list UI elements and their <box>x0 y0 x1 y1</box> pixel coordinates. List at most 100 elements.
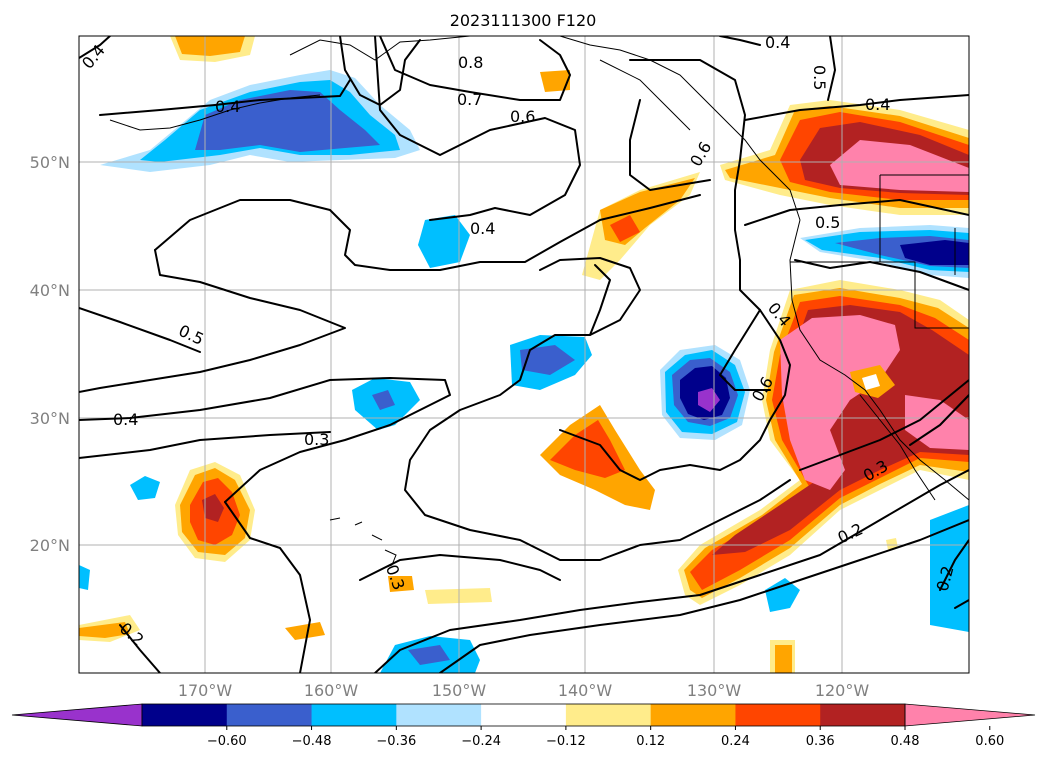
contour-label: 0.4 <box>470 219 495 238</box>
negative-anomaly-region <box>408 645 450 665</box>
coastlines <box>109 36 969 569</box>
lon-tick-label: 130°W <box>687 681 742 700</box>
contour-line <box>799 379 969 471</box>
contour-line <box>559 59 791 481</box>
negative-anomaly-region <box>930 505 969 632</box>
positive-anomaly-region <box>886 538 898 550</box>
contour-line <box>744 199 969 226</box>
baja-coast <box>859 394 936 501</box>
negative-anomaly-region <box>765 578 800 612</box>
positive-anomaly-region <box>905 395 969 450</box>
lon-tick-label: 150°W <box>432 681 487 700</box>
positive-anomaly-region <box>550 420 625 478</box>
positive-anomaly-region <box>175 36 245 56</box>
map-frame <box>78 35 970 674</box>
contour-label: 0.4 <box>113 410 138 429</box>
contour-line <box>374 469 969 673</box>
colorbar-segment <box>226 704 313 726</box>
lat-tick-label: 50°N <box>30 153 70 172</box>
hawaii-islands <box>329 517 397 569</box>
negative-anomaly-region <box>195 90 380 152</box>
contour-line <box>589 264 611 336</box>
lat-tick-label: 30°N <box>30 409 70 428</box>
contour-line <box>939 539 969 591</box>
colorbar-segment <box>735 704 821 726</box>
contour-label: 0.4 <box>765 33 790 52</box>
colorbar-segment <box>820 704 906 726</box>
contour-line <box>119 624 161 673</box>
contour-label: 0.8 <box>458 53 483 72</box>
contour-line <box>794 259 969 291</box>
contour-line <box>719 36 761 46</box>
colorbar-segment <box>396 704 482 726</box>
contour-line <box>379 36 571 101</box>
contour-line <box>374 36 581 221</box>
lon-tick-label: 140°W <box>558 681 613 700</box>
colorbar-tick-label: −0.12 <box>546 734 586 749</box>
contour-line <box>404 257 791 561</box>
negative-anomaly-region <box>900 240 969 265</box>
contour-line <box>359 554 561 581</box>
latitude-labels: 50°N 40°N 30°N 20°N <box>30 153 70 555</box>
colorbar-tick-label: 0.48 <box>891 734 920 749</box>
contour-line <box>79 307 201 353</box>
lat-tick-label: 40°N <box>30 281 70 300</box>
contour-line <box>79 377 451 503</box>
colorbar-tick-label: 0.36 <box>806 734 835 749</box>
lon-tick-label: 170°W <box>178 681 233 700</box>
positive-anomaly-region <box>780 315 900 490</box>
contour-label: 0.7 <box>457 90 482 109</box>
contour-label: 0.4 <box>215 97 240 116</box>
negative-anomaly-region <box>372 390 395 410</box>
positive-anomaly-region <box>830 140 969 192</box>
negative-anomaly-region <box>520 345 575 375</box>
contour-line <box>954 599 969 609</box>
us-west-coastline <box>789 219 969 501</box>
contour-label: 0.5 <box>815 213 840 232</box>
positive-anomaly-region <box>388 576 414 592</box>
colorbar-segment <box>481 704 567 726</box>
contour-label: 0.6 <box>510 107 535 126</box>
colorbar-max-extension <box>904 703 1036 727</box>
contour-line <box>79 249 346 393</box>
contour-line <box>439 519 969 673</box>
lon-tick-label: 120°W <box>815 681 870 700</box>
colorbar-min-extension <box>11 703 143 727</box>
positive-anomaly-region <box>712 305 969 555</box>
colorbar-tick-label: −0.48 <box>292 734 332 749</box>
colorbar-tick-label: 0.24 <box>721 734 750 749</box>
positive-anomaly-region <box>540 70 570 92</box>
alaska-coastline <box>289 36 801 221</box>
contour-line <box>744 94 969 121</box>
contour-line <box>154 194 701 271</box>
colorbar-tick-label: 0.60 <box>975 734 1004 749</box>
positive-anomaly-region <box>79 622 130 638</box>
contour-line <box>79 36 111 59</box>
colorbar: −0.60 −0.48 −0.36 −0.24 −0.12 0.12 0.24 0.36 0.4… <box>11 703 1036 749</box>
colorbar-segment <box>142 704 228 726</box>
colorbar-tick-label: −0.36 <box>376 734 416 749</box>
colorbar-segment <box>650 704 736 726</box>
positive-anomaly-region <box>285 622 325 640</box>
contour-lines <box>79 36 969 673</box>
contour-line <box>719 309 771 391</box>
lat-tick-label: 20°N <box>30 536 70 555</box>
negative-anomaly-region <box>418 215 470 268</box>
contour-label: 0.3 <box>304 430 329 449</box>
colorbar-tick-label: −0.24 <box>461 734 501 749</box>
contour-line <box>629 99 711 191</box>
negative-anomaly-region <box>130 476 160 500</box>
map-title: 2023111300 F120 <box>450 11 597 30</box>
colorbar-outline <box>141 703 906 727</box>
positive-anomaly-region <box>862 374 880 390</box>
contour-line <box>99 79 351 116</box>
positive-anomaly-region <box>775 645 792 673</box>
contour-label: 0.5 <box>810 65 829 90</box>
positive-anomaly-region <box>610 215 640 242</box>
positive-anomaly-region <box>202 494 224 522</box>
map-panel: 0.4 0.4 0.8 0.7 0.6 0.6 0.4 0.5 0.4 0.4 … <box>79 33 969 673</box>
longitude-labels: 170°W 160°W 150°W 140°W 130°W 120°W <box>178 681 870 700</box>
contour-label: 0.4 <box>865 95 890 114</box>
colorbar-tick-label: 0.12 <box>636 734 665 749</box>
colorbar-tick-label: −0.60 <box>207 734 247 749</box>
